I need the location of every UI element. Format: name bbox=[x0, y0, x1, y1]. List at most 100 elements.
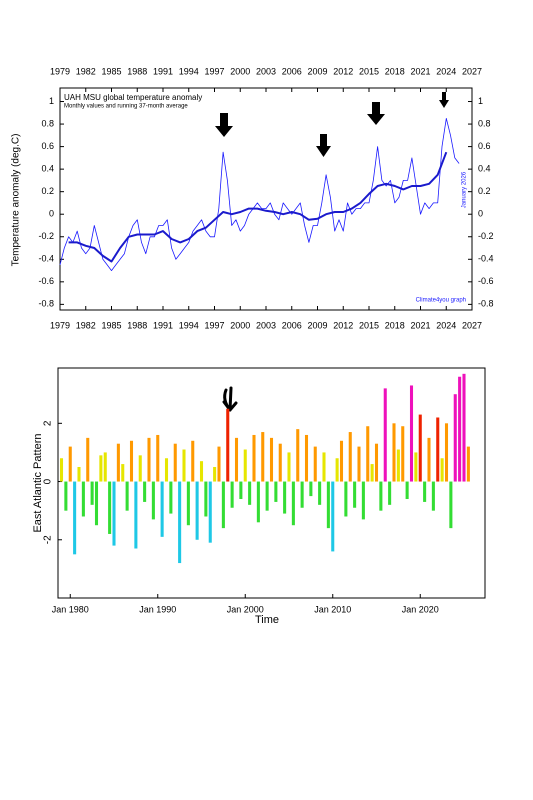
bar bbox=[221, 481, 225, 529]
x-tick-label: 2015 bbox=[359, 66, 379, 76]
y-tick-label: 1 bbox=[478, 96, 483, 106]
series-line bbox=[59, 118, 460, 271]
y-tick-label: 0 bbox=[43, 478, 54, 484]
bar bbox=[396, 449, 400, 482]
bar bbox=[239, 481, 243, 500]
bar bbox=[68, 446, 72, 482]
bar bbox=[99, 455, 103, 482]
bar bbox=[77, 466, 81, 482]
bar bbox=[204, 481, 208, 517]
bar bbox=[388, 481, 392, 505]
series-line bbox=[68, 151, 448, 263]
x-tick-label: Jan 1980 bbox=[52, 604, 89, 614]
bar bbox=[234, 437, 239, 482]
bar bbox=[322, 452, 326, 482]
bar bbox=[331, 481, 335, 552]
bar bbox=[138, 455, 142, 482]
bar bbox=[283, 481, 287, 514]
arrow bbox=[439, 92, 449, 108]
x-tick-label: 1985 bbox=[101, 66, 121, 76]
x-tick-label: 2006 bbox=[282, 320, 302, 330]
x-tick-label: 2009 bbox=[307, 320, 327, 330]
bar bbox=[160, 481, 164, 537]
chart-title: UAH MSU global temperature anomaly bbox=[64, 93, 202, 102]
bar bbox=[173, 443, 177, 482]
x-tick-label: 2009 bbox=[307, 66, 327, 76]
bar bbox=[414, 452, 418, 482]
x-tick-label: 1982 bbox=[76, 320, 96, 330]
x-tick-label: 1988 bbox=[127, 66, 147, 76]
y-tick-label: 0 bbox=[49, 209, 54, 219]
y-tick-label: 0.2 bbox=[478, 186, 491, 196]
arrow bbox=[222, 386, 238, 412]
bar bbox=[252, 434, 256, 482]
bar bbox=[392, 423, 396, 482]
bar bbox=[151, 481, 155, 520]
x-tick-label: 2018 bbox=[385, 320, 405, 330]
bar bbox=[59, 458, 64, 482]
bar bbox=[291, 481, 295, 526]
arrow bbox=[316, 134, 331, 157]
bar bbox=[344, 481, 348, 517]
x-tick-label: 2012 bbox=[333, 320, 353, 330]
y-tick-label: 0.6 bbox=[478, 141, 491, 151]
bar bbox=[73, 481, 77, 555]
x-tick-label: 1994 bbox=[179, 66, 199, 76]
bar bbox=[186, 481, 190, 526]
bar bbox=[357, 446, 361, 482]
bar bbox=[401, 426, 405, 482]
bar bbox=[178, 481, 182, 564]
bar bbox=[265, 481, 269, 511]
date-note: January 2026 bbox=[462, 171, 468, 208]
bar bbox=[453, 394, 457, 482]
x-axis-label: Time bbox=[255, 614, 279, 626]
bar bbox=[208, 481, 212, 543]
y-tick-label: -0.4 bbox=[478, 254, 494, 264]
x-tick-label: 2000 bbox=[230, 66, 250, 76]
x-tick-label: 2021 bbox=[410, 66, 430, 76]
bar bbox=[304, 434, 309, 482]
bar bbox=[182, 449, 186, 482]
temperature-chart: UAH MSU global temperature anomaly Month… bbox=[11, 66, 494, 330]
bar bbox=[405, 481, 409, 500]
x-tick-label: Jan 2010 bbox=[314, 604, 351, 614]
x-tick-label: 1994 bbox=[179, 320, 199, 330]
bar bbox=[348, 432, 352, 482]
bar bbox=[449, 481, 453, 529]
y-tick-label: 0.6 bbox=[41, 141, 54, 151]
x-tick-label: 2018 bbox=[385, 66, 405, 76]
y-tick-label: 0.8 bbox=[478, 118, 491, 128]
bar bbox=[195, 481, 199, 540]
bar bbox=[256, 481, 260, 523]
x-tick-label: 2006 bbox=[282, 66, 302, 76]
x-tick-label: 2024 bbox=[436, 320, 456, 330]
x-tick-label: 2012 bbox=[333, 66, 353, 76]
bar bbox=[444, 423, 449, 482]
bar bbox=[361, 481, 365, 520]
bar bbox=[370, 464, 374, 482]
bar bbox=[458, 376, 462, 482]
bar bbox=[86, 437, 90, 482]
bar bbox=[226, 408, 230, 482]
x-tick-label: Jan 2000 bbox=[227, 604, 264, 614]
bar bbox=[440, 458, 444, 482]
y-tick-label: -0.6 bbox=[38, 276, 54, 286]
bar bbox=[436, 417, 440, 482]
y-tick-label: -0.2 bbox=[38, 231, 54, 241]
x-tick-label: 2000 bbox=[230, 320, 250, 330]
bar bbox=[143, 481, 147, 502]
bar bbox=[366, 426, 370, 482]
bar bbox=[409, 385, 414, 482]
y-tick-label: 0 bbox=[478, 209, 483, 219]
bar bbox=[230, 481, 234, 508]
credit: Climate4you graph bbox=[416, 298, 466, 304]
x-tick-label: 1997 bbox=[204, 66, 224, 76]
bar bbox=[466, 446, 470, 482]
x-tick-label: Jan 1990 bbox=[139, 604, 176, 614]
bar bbox=[418, 414, 422, 482]
chart-subtitle: Monthly values and running 37-month aver… bbox=[64, 104, 188, 110]
x-tick-label: 2003 bbox=[256, 320, 276, 330]
bar bbox=[169, 481, 173, 514]
x-tick-label: 2024 bbox=[436, 66, 456, 76]
